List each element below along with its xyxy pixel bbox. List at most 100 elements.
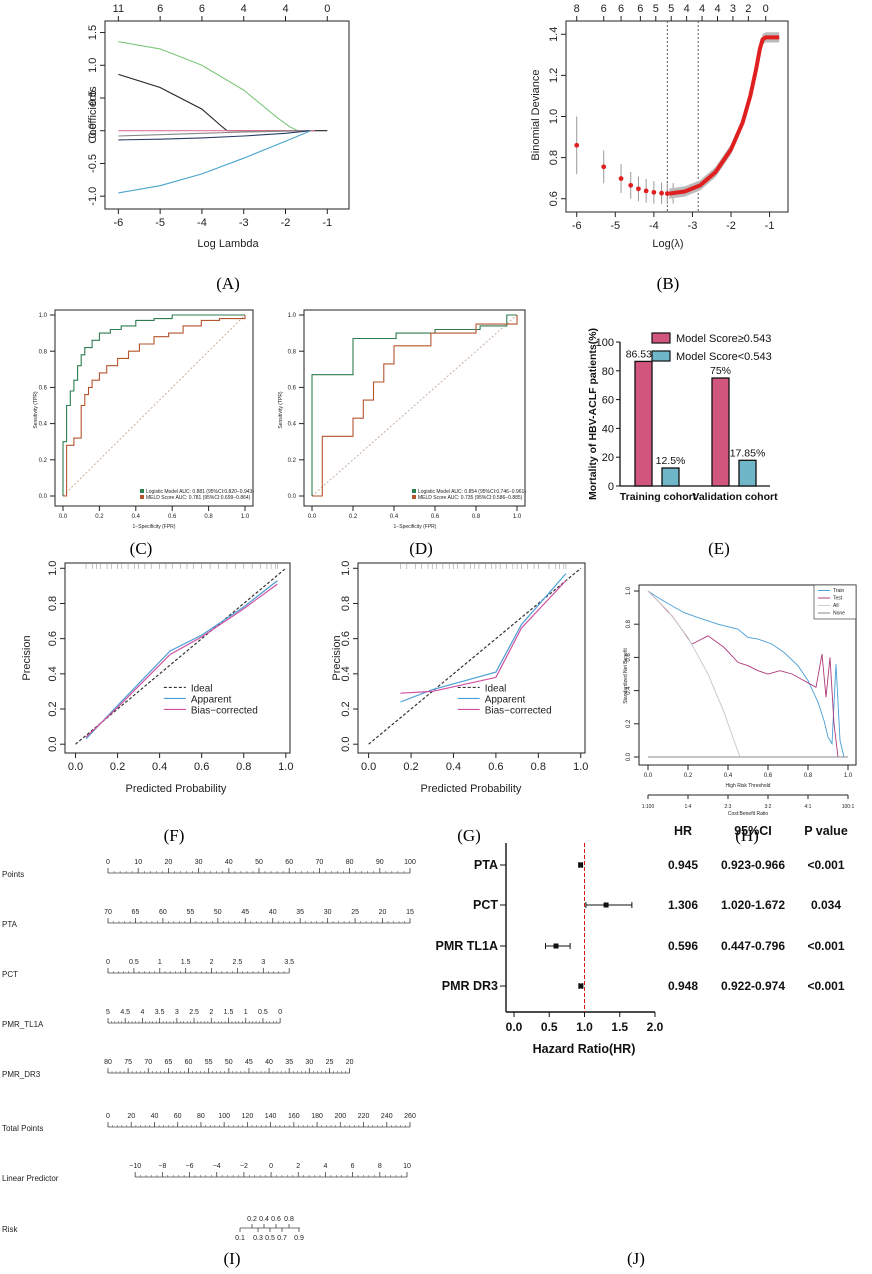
f-calibration-line-0 (75, 567, 287, 745)
b-point (636, 186, 641, 192)
i-row-label: PMR_DR3 (2, 1070, 41, 1079)
b-x-axis-label: Log(λ) (652, 238, 683, 250)
f-x-tick-label: 0.8 (236, 761, 251, 773)
b-top-tick-label: 8 (574, 3, 580, 15)
i-tick-label: 3.5 (284, 959, 294, 966)
c-legend-swatch (140, 489, 144, 493)
b-y-axis-label: Binomial Deviance (530, 69, 542, 160)
i-tick-label: 60 (159, 909, 167, 916)
i-tick-label: 20 (379, 909, 387, 916)
d-x-tick-label: 0.8 (472, 514, 481, 520)
d-x-tick-label: 0.6 (431, 514, 440, 520)
f-y-tick-label: 0.8 (47, 596, 59, 611)
e-y-tick-label: 20 (602, 452, 614, 464)
i-tick-label: 1.5 (181, 959, 191, 966)
b-y-tick-label: 1.4 (548, 27, 560, 42)
i-tick-label: −2 (240, 1163, 248, 1170)
i-tick-label: 50 (255, 859, 263, 866)
j-x-tick-label: 0.0 (506, 1020, 523, 1034)
i-tick-label: 80 (346, 859, 354, 866)
j-hr-point (553, 943, 559, 949)
c-legend-entry: Logistic Model AUC: 0.881 (95%CI:0.820−0… (146, 489, 254, 495)
i-tick-label: −8 (158, 1163, 166, 1170)
panel-c-roc: 0.0 0.2 0.4 0.6 0.8 1.0 0.0 0.2 0.4 0.6 0.8 1.0 1−Sp… (33, 309, 254, 530)
caption-i: (I) (224, 1249, 241, 1268)
i-tick-label: 70 (316, 859, 324, 866)
i-row-label: PCT (2, 970, 18, 979)
i-tick-label: 2 (296, 1163, 300, 1170)
i-risk-tick-label: 0.3 (253, 1235, 263, 1242)
a-top-tick-label: 4 (241, 3, 247, 15)
b-top-tick-label: 3 (730, 3, 736, 15)
i-tick-label: 65 (165, 1059, 173, 1066)
i-tick-label: 40 (269, 909, 277, 916)
j-hr-value: 0.948 (668, 979, 698, 993)
a-y-tick-label: -1.0 (87, 187, 99, 206)
h-legend-entry: All (833, 603, 839, 609)
i-tick-label: 2 (209, 1009, 213, 1016)
f-y-tick-label: 0.6 (47, 631, 59, 646)
h-net-benefit-All (647, 590, 741, 758)
h-cost-tick-label: 1:100 (642, 804, 655, 810)
c-x-tick-label: 0.6 (168, 514, 177, 520)
i-tick-label: 100 (404, 859, 416, 866)
d-reference-diagonal (311, 314, 518, 497)
i-tick-label: 100 (218, 1113, 230, 1120)
e-legend-entry: Model Score≥0.543 (676, 333, 771, 345)
c-legend-swatch (140, 495, 144, 499)
c-x-axis-label: 1−Specificity (FPR) (133, 524, 176, 530)
a-top-tick-label: 6 (157, 3, 163, 15)
i-tick-label: 35 (296, 909, 304, 916)
h-y-tick-label: 0.0 (626, 752, 632, 761)
c-y-tick-label: 1.0 (39, 313, 48, 319)
caption-h: (H) (735, 826, 759, 845)
h-legend-entry: Train (833, 588, 844, 594)
g-calibration-line-1 (400, 573, 567, 703)
b-point (628, 182, 634, 188)
b-point (664, 191, 670, 196)
i-tick-label: 260 (404, 1113, 416, 1120)
h-x-tick-label: 0.0 (644, 773, 653, 779)
e-category-label: Validation cohort (692, 491, 778, 503)
e-bar-label: 12.5% (656, 455, 686, 467)
panel-b-cv-deviance: -6 -5 -4 -3 -2 -1 0.6 0.8 1.0 1.2 1.4 Log(λ) Binomia… (530, 3, 789, 250)
g-frame (357, 562, 586, 754)
a-top-tick-label: 0 (324, 3, 330, 15)
caption-d: (D) (409, 539, 433, 558)
g-x-tick-label: 0.4 (446, 761, 461, 773)
j-ci-value: 0.447-0.796 (721, 939, 785, 953)
i-tick-label: 2.5 (233, 959, 243, 966)
h-frame (638, 584, 857, 766)
f-x-tick-label: 0.0 (68, 761, 83, 773)
i-tick-label: 1 (244, 1009, 248, 1016)
e-legend-swatch (651, 332, 671, 344)
i-tick-label: 6 (351, 1163, 355, 1170)
j-hr-point (578, 983, 584, 989)
a-coef-line-darkblue (118, 130, 311, 141)
i-tick-label: 45 (245, 1059, 253, 1066)
d-y-tick-label: 0.2 (288, 458, 297, 464)
d-x-tick-label: 0.2 (349, 514, 358, 520)
caption-e: (E) (708, 539, 730, 558)
caption-a: (A) (216, 274, 240, 293)
f-calibration-line-2 (85, 583, 278, 738)
b-y-tick-label: 1.0 (548, 109, 560, 124)
i-tick-label: 200 (334, 1113, 346, 1120)
a-y-tick-label: 0.0 (87, 123, 99, 138)
i-tick-label: 0 (106, 859, 110, 866)
panel-j-forest-plot: 0.0 0.5 1.0 1.5 2.0 Hazard Ratio(HR) HR 95%CI P … (436, 824, 848, 1056)
i-tick-label: 0.5 (258, 1009, 268, 1016)
j-x-tick-label: 1.0 (576, 1020, 593, 1034)
i-row-label: Linear Predictor (2, 1174, 59, 1183)
a-x-tick-label: -2 (281, 217, 291, 229)
i-tick-label: 15 (406, 909, 414, 916)
c-reference-diagonal (62, 314, 246, 497)
i-row-label: Total Points (2, 1124, 43, 1133)
j-row-label: PMR DR3 (442, 979, 498, 993)
i-risk-tick-label: 0.8 (284, 1216, 294, 1223)
j-p-value: <0.001 (807, 979, 844, 993)
j-x-tick-label: 2.0 (647, 1020, 664, 1034)
i-tick-label: 60 (285, 859, 293, 866)
h-y-tick-label: 0.6 (626, 653, 632, 662)
